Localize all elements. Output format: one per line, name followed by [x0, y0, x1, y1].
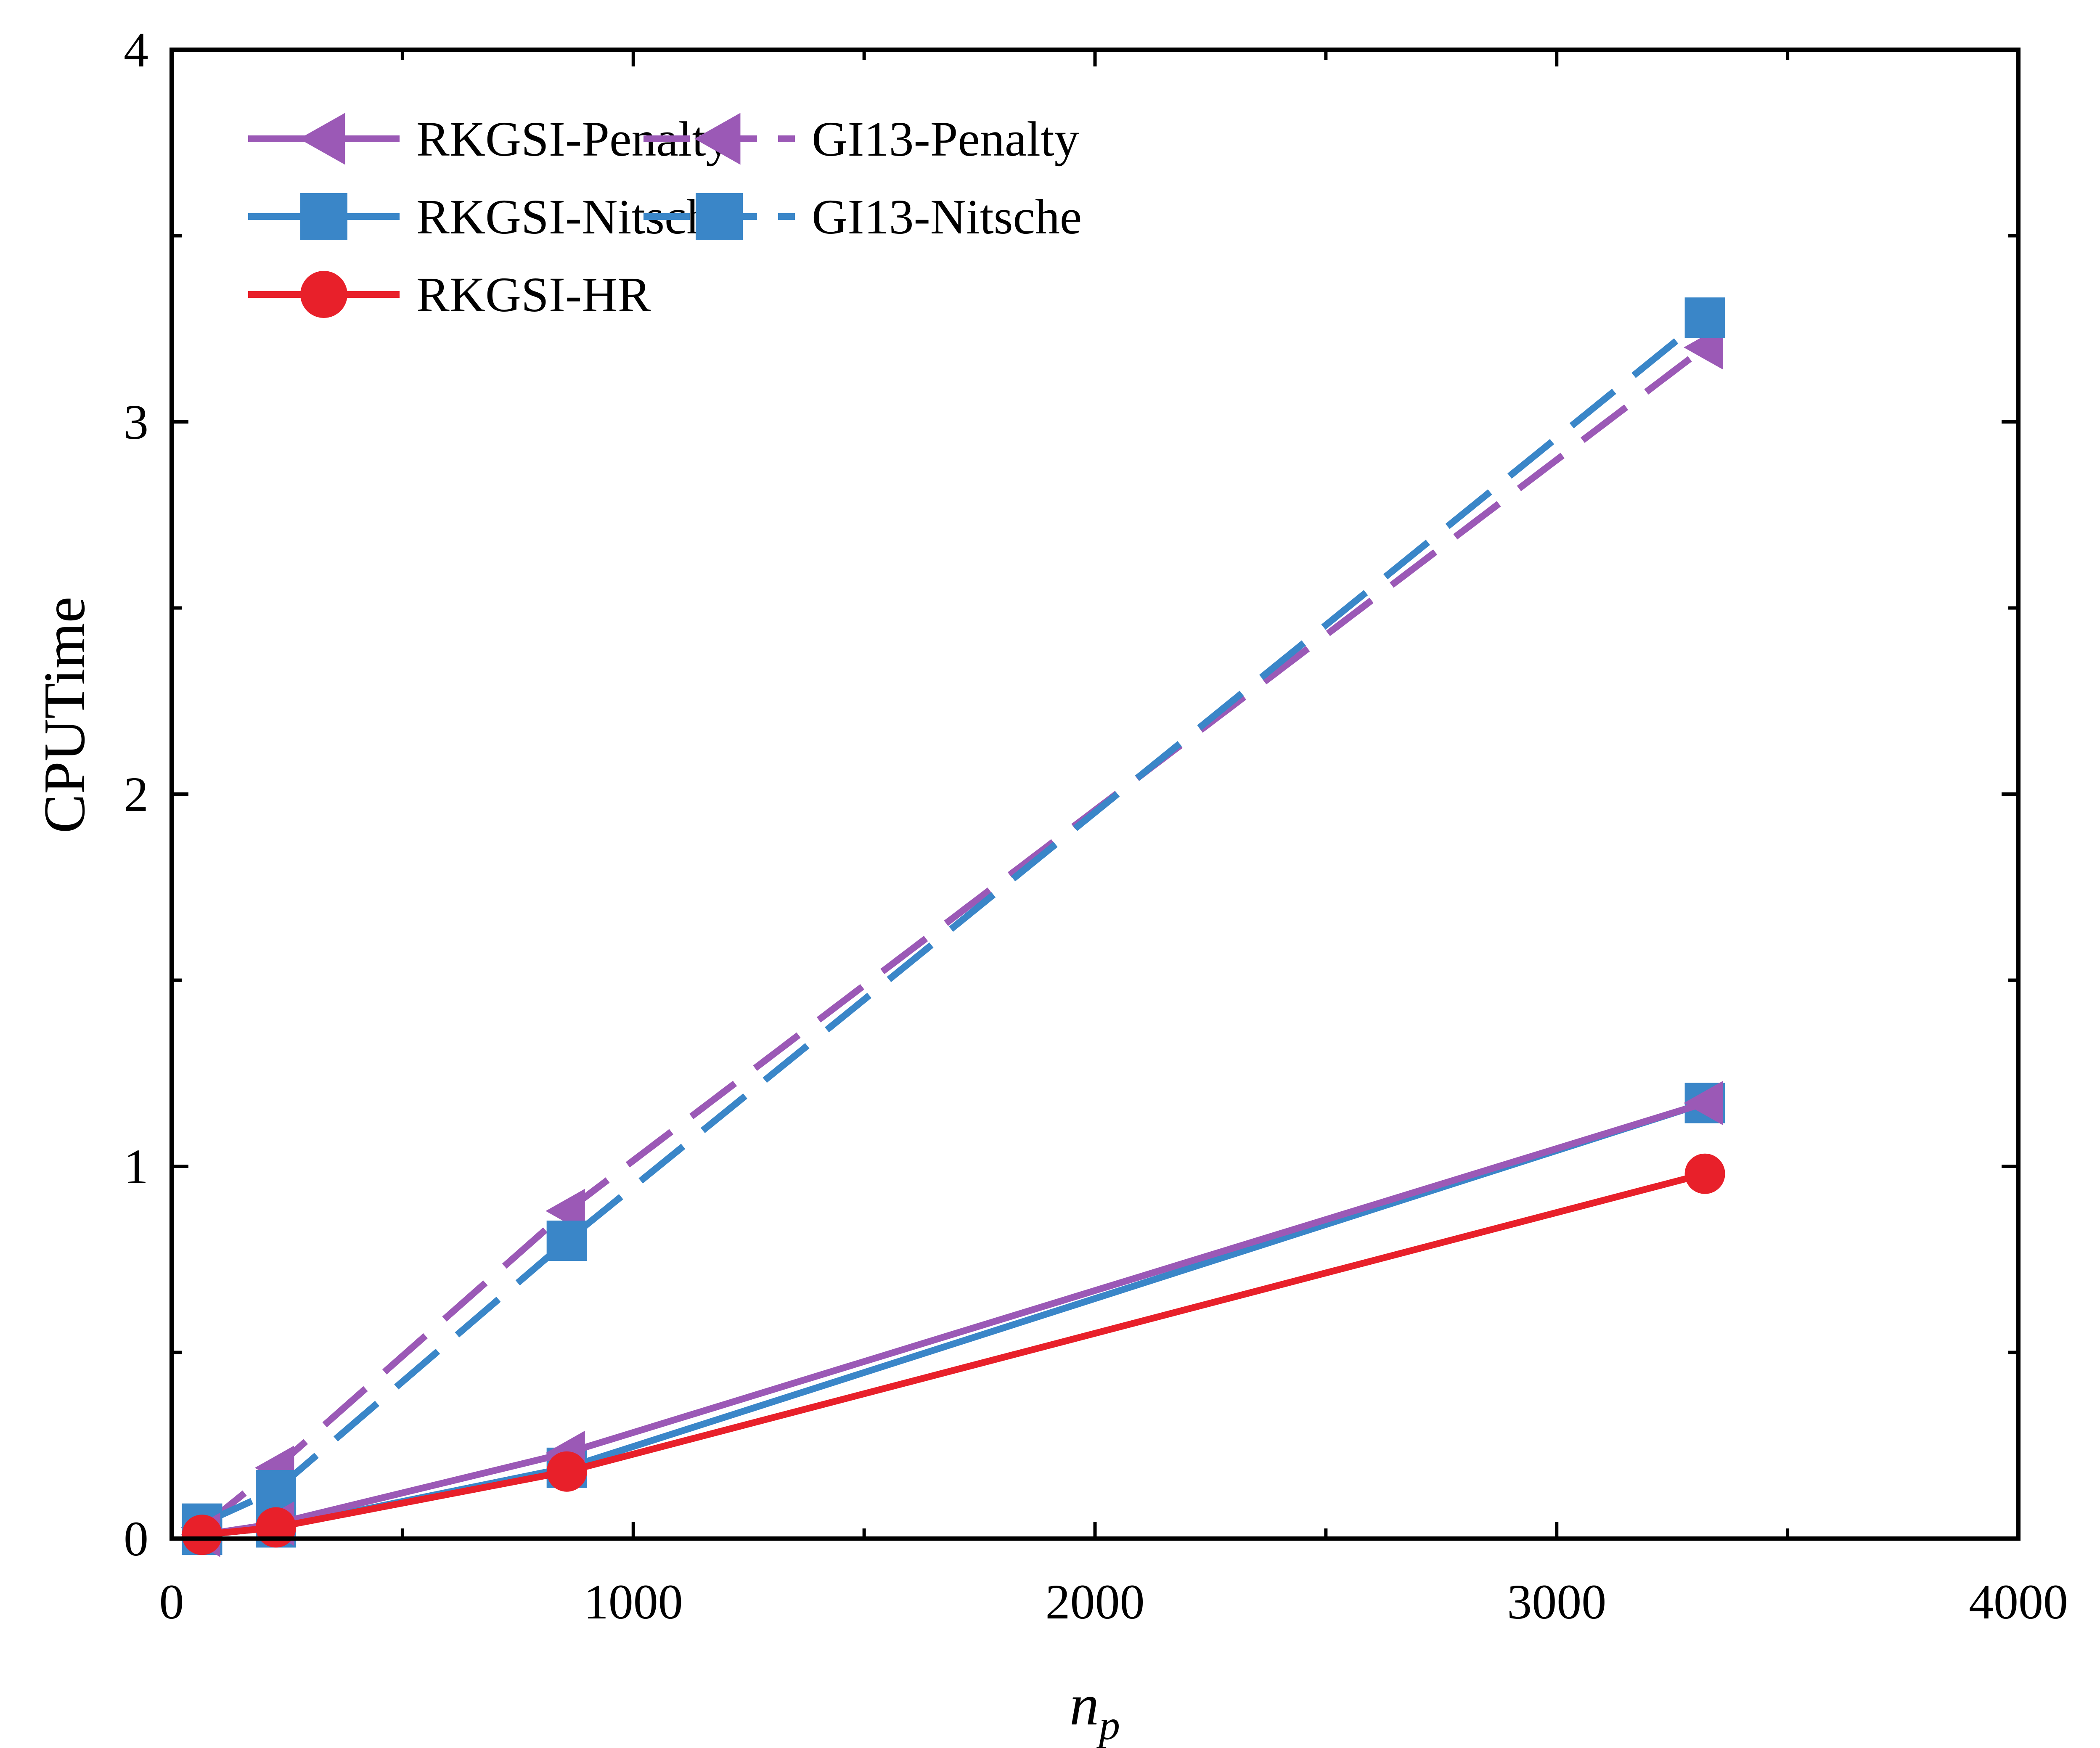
marker-square — [300, 193, 347, 240]
y-tick-label: 4 — [124, 22, 148, 77]
x-tick-label: 4000 — [1969, 1574, 2068, 1629]
series-rkgsi-nitsche — [182, 1083, 1725, 1555]
x-tick-label: 3000 — [1507, 1574, 1606, 1629]
y-tick-label: 3 — [124, 395, 148, 450]
x-axis-title-subscript: p — [1096, 1702, 1120, 1748]
x-tick-label: 0 — [159, 1574, 184, 1629]
marker-circle — [546, 1451, 587, 1492]
legend-label: RKGSI-HR — [416, 267, 651, 322]
marker-triangle — [694, 113, 741, 165]
legend-label: GI13-Penalty — [812, 111, 1079, 167]
series-line — [201, 1099, 1706, 1539]
series-layer — [181, 297, 1725, 1557]
marker-triangle — [299, 113, 345, 165]
legend-label: GI13-Nitsche — [812, 189, 1082, 244]
series-line — [200, 344, 1707, 1530]
marker-square — [696, 193, 743, 240]
legend-entry: RKGSI-HR — [248, 267, 651, 322]
marker-triangle — [1684, 1081, 1723, 1126]
marker-circle — [256, 1507, 297, 1548]
marker-square — [546, 1221, 587, 1261]
marker-circle — [1684, 1153, 1725, 1194]
legend: RKGSI-PenaltyRKGSI-NitscheRKGSI-HRGI13-P… — [248, 111, 1082, 322]
series-gi13-penalty — [181, 325, 1723, 1550]
y-tick-labels: 0 1 2 3 4 — [124, 22, 148, 1566]
y-axis-title: CPUTime — [32, 597, 97, 834]
series-line — [201, 315, 1707, 1527]
marker-square — [1684, 297, 1725, 338]
series-rkgsi-penalty — [181, 1081, 1723, 1557]
marker-square — [256, 1470, 297, 1510]
y-tick-label: 2 — [124, 767, 148, 822]
x-tick-labels: 0 1000 2000 3000 4000 — [159, 1574, 2068, 1629]
marker-circle — [182, 1515, 222, 1555]
x-axis-title: np — [1070, 1672, 1120, 1748]
legend-entry: GI13-Nitsche — [644, 189, 1082, 244]
x-tick-label: 2000 — [1046, 1574, 1145, 1629]
legend-entry: GI13-Penalty — [644, 111, 1079, 167]
plot-frame — [169, 48, 2021, 1541]
marker-circle — [300, 271, 347, 318]
x-axis-title-main: n — [1070, 1672, 1099, 1737]
series-line — [201, 1099, 1706, 1539]
x-tick-label: 1000 — [584, 1574, 683, 1629]
y-tick-label: 0 — [124, 1511, 148, 1566]
y-tick-label: 1 — [124, 1139, 148, 1194]
series-line — [201, 1170, 1706, 1539]
series-rkgsi-hr — [182, 1153, 1725, 1555]
